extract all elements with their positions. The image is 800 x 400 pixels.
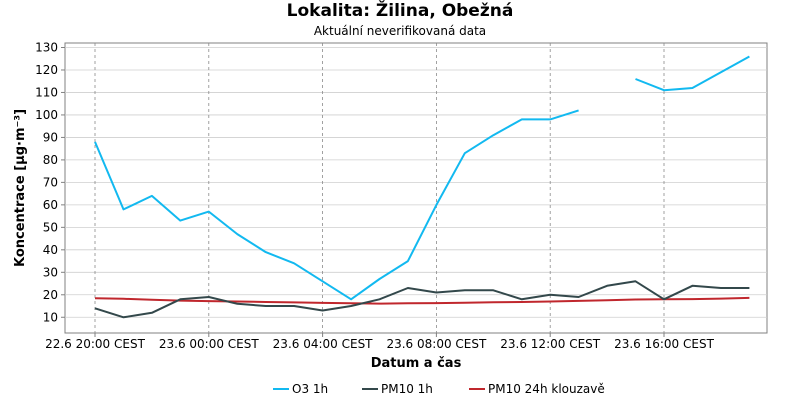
y-tick-label: 40 xyxy=(43,243,58,257)
y-axis-label: Koncentrace [µg·m⁻³] xyxy=(13,109,28,267)
x-tick-label: 23.6 08:00 CEST xyxy=(386,337,487,351)
series-line-0 xyxy=(94,55,750,301)
y-tick-label: 30 xyxy=(43,265,58,279)
series-line-1 xyxy=(94,280,750,319)
x-tick-label: 23.6 12:00 CEST xyxy=(500,337,601,351)
legend: O3 1h PM10 1h PM10 24h klouzavě xyxy=(273,382,605,396)
x-tick-label: 23.6 04:00 CEST xyxy=(273,337,374,351)
x-tick-label: 23.6 16:00 CEST xyxy=(614,337,715,351)
series-line-2 xyxy=(94,296,750,305)
y-tick-label: 130 xyxy=(35,40,58,54)
y-tick-label: 50 xyxy=(43,220,58,234)
y-tick-label: 100 xyxy=(35,108,58,122)
legend-label: PM10 1h xyxy=(381,382,433,396)
y-tick-label: 80 xyxy=(43,153,58,167)
y-tick-label: 70 xyxy=(43,175,58,189)
grid-lines xyxy=(65,43,767,333)
legend-label: PM10 24h klouzavě xyxy=(488,382,605,396)
chart-subtitle: Aktuální neverifikovaná data xyxy=(313,24,487,38)
x-tick-label: 22.6 20:00 CEST xyxy=(45,337,146,351)
y-axis-ticks: 10 20 30 40 50 60 70 80 90 100 110 120 130 xyxy=(35,40,65,324)
x-axis-label: Datum a čas xyxy=(371,356,462,371)
x-axis-ticks: 22.6 20:00 CEST 23.6 00:00 CEST 23.6 04:00… xyxy=(45,333,715,351)
x-tick-label: 23.6 00:00 CEST xyxy=(159,337,260,351)
y-tick-label: 10 xyxy=(43,310,58,324)
chart-title: Lokalita: Žilina, Obežná xyxy=(286,1,514,21)
legend-label: O3 1h xyxy=(292,382,328,396)
y-tick-label: 60 xyxy=(43,198,58,212)
y-tick-label: 110 xyxy=(35,85,58,99)
plot-area xyxy=(64,42,768,334)
y-tick-label: 90 xyxy=(43,130,58,144)
y-tick-label: 20 xyxy=(43,288,58,302)
y-tick-label: 120 xyxy=(35,63,58,77)
series-lines xyxy=(94,55,750,319)
